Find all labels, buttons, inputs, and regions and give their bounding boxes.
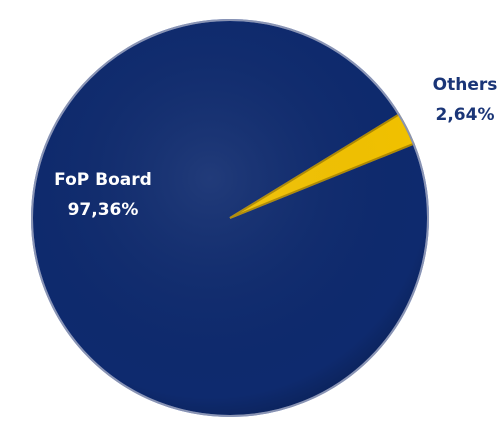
slice-value-label: 2,64%: [436, 105, 495, 125]
slice-label: FoP Board: [54, 170, 152, 190]
slice-label: Others: [433, 75, 498, 95]
slice-value-label: 97,36%: [68, 200, 139, 220]
